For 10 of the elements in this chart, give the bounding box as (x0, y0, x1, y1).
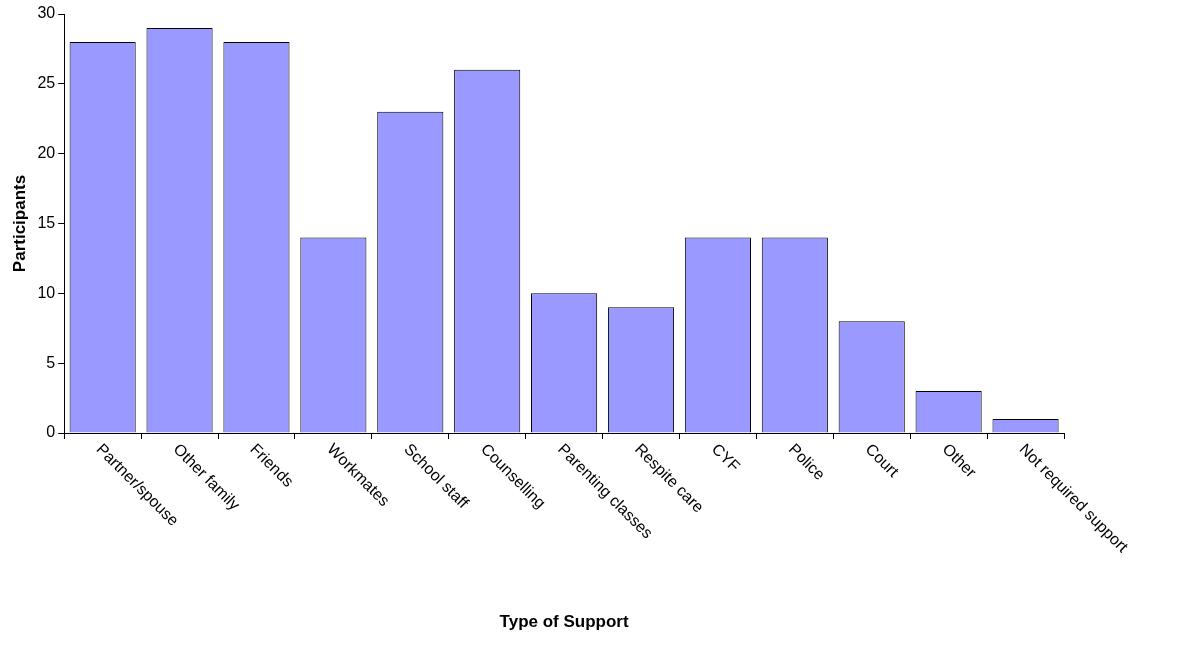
y-tick-label: 20 (37, 144, 56, 162)
y-tick-label: 10 (37, 283, 56, 301)
y-tick-label: 15 (37, 213, 56, 231)
y-axis-title: Participants (9, 174, 29, 273)
x-axis-title: Type of Support (499, 612, 629, 632)
y-tick-label: 5 (46, 353, 56, 371)
y-tick-label: 30 (37, 4, 56, 22)
y-tick-label: 0 (46, 423, 56, 441)
x-tick-label: CYF (708, 440, 744, 476)
y-tick-label: 25 (37, 74, 56, 92)
